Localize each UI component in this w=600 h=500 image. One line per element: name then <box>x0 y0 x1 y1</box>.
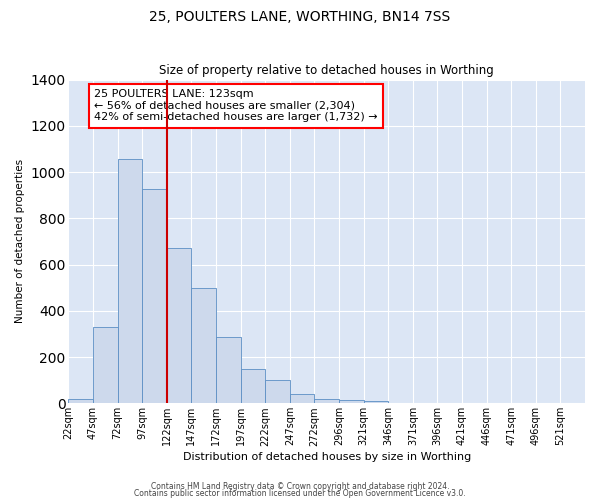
Title: Size of property relative to detached houses in Worthing: Size of property relative to detached ho… <box>160 64 494 77</box>
Bar <box>364 401 388 404</box>
Y-axis label: Number of detached properties: Number of detached properties <box>15 160 25 324</box>
Bar <box>290 394 314 404</box>
Text: Contains public sector information licensed under the Open Government Licence v3: Contains public sector information licen… <box>134 489 466 498</box>
Bar <box>216 338 241 404</box>
X-axis label: Distribution of detached houses by size in Worthing: Distribution of detached houses by size … <box>182 452 471 462</box>
Bar <box>314 398 339 404</box>
Bar <box>68 399 93 404</box>
Bar <box>339 400 364 404</box>
Text: 25, POULTERS LANE, WORTHING, BN14 7SS: 25, POULTERS LANE, WORTHING, BN14 7SS <box>149 10 451 24</box>
Text: 25 POULTERS LANE: 123sqm
← 56% of detached houses are smaller (2,304)
42% of sem: 25 POULTERS LANE: 123sqm ← 56% of detach… <box>94 90 378 122</box>
Bar <box>142 190 167 404</box>
Bar <box>191 288 216 404</box>
Bar <box>118 158 142 404</box>
Bar <box>241 369 265 404</box>
Text: Contains HM Land Registry data © Crown copyright and database right 2024.: Contains HM Land Registry data © Crown c… <box>151 482 449 491</box>
Bar <box>167 248 191 404</box>
Bar <box>265 380 290 404</box>
Bar <box>93 327 118 404</box>
